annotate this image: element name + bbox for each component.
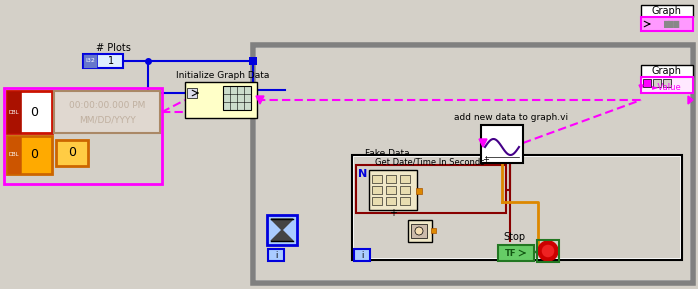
Polygon shape	[639, 85, 643, 89]
Polygon shape	[688, 96, 693, 104]
Bar	[352, 155, 682, 260]
Text: ►Value: ►Value	[652, 84, 682, 92]
Bar	[431, 228, 436, 233]
Bar	[268, 249, 284, 261]
Circle shape	[538, 241, 558, 261]
Polygon shape	[256, 96, 264, 104]
Bar	[223, 86, 251, 110]
Bar	[641, 65, 693, 77]
Bar	[372, 197, 382, 205]
Text: 00:00:00.000 PM: 00:00:00.000 PM	[69, 101, 145, 110]
Bar	[641, 77, 693, 93]
Bar	[372, 186, 382, 194]
Bar	[7, 136, 52, 174]
Bar	[185, 82, 257, 118]
Text: 0: 0	[68, 147, 76, 160]
Text: add new data to graph.vi: add new data to graph.vi	[454, 112, 568, 121]
Bar	[643, 79, 651, 87]
Bar	[369, 170, 417, 210]
Polygon shape	[271, 230, 293, 241]
Circle shape	[415, 227, 423, 235]
Bar	[7, 136, 21, 174]
Text: ███: ███	[663, 21, 679, 27]
Bar	[411, 224, 427, 238]
Text: Graph: Graph	[652, 6, 682, 16]
Text: # Plots: # Plots	[96, 43, 131, 53]
Bar	[56, 140, 88, 166]
Text: Stop: Stop	[503, 232, 525, 242]
Bar	[386, 175, 396, 183]
Bar	[372, 175, 382, 183]
Bar	[7, 91, 52, 133]
Text: 0: 0	[30, 105, 38, 118]
Text: i: i	[275, 251, 277, 260]
Bar	[408, 220, 432, 242]
Bar	[354, 157, 680, 258]
Bar	[641, 5, 693, 17]
Text: Initialize Graph Data: Initialize Graph Data	[177, 71, 269, 81]
Bar	[537, 240, 559, 262]
Bar	[7, 91, 21, 133]
Text: Graph: Graph	[652, 66, 682, 76]
Text: DBL: DBL	[9, 153, 20, 158]
Bar	[663, 79, 671, 87]
Text: MM/DD/YYYY: MM/DD/YYYY	[79, 116, 135, 125]
Circle shape	[541, 244, 555, 258]
Bar	[498, 245, 534, 261]
Bar	[83, 54, 123, 68]
Bar	[386, 197, 396, 205]
Text: N: N	[358, 169, 368, 179]
Text: Fake Data: Fake Data	[364, 149, 409, 158]
Text: 0: 0	[30, 149, 38, 162]
Text: Get Date/Time In Seconds: Get Date/Time In Seconds	[376, 158, 485, 166]
Bar	[187, 88, 197, 98]
Text: +: +	[389, 208, 397, 218]
Bar	[400, 175, 410, 183]
Bar	[249, 57, 257, 65]
Bar	[267, 215, 297, 245]
Bar	[54, 91, 160, 133]
Bar	[400, 186, 410, 194]
Text: I32: I32	[85, 58, 95, 64]
Bar	[356, 165, 506, 213]
Polygon shape	[271, 219, 293, 230]
Bar	[83, 54, 97, 68]
Polygon shape	[479, 139, 487, 147]
Bar	[641, 17, 693, 31]
Text: +: +	[482, 155, 489, 164]
Text: DBL: DBL	[9, 110, 20, 114]
Bar	[386, 186, 396, 194]
Text: TF: TF	[505, 249, 517, 257]
Bar	[653, 79, 661, 87]
Bar	[481, 125, 523, 163]
Text: 1: 1	[108, 56, 114, 66]
Bar	[400, 197, 410, 205]
Bar	[256, 48, 690, 280]
Bar	[416, 188, 422, 194]
Bar	[4, 88, 162, 184]
Bar	[354, 249, 370, 261]
Text: i: i	[361, 251, 363, 260]
Bar	[253, 45, 693, 283]
